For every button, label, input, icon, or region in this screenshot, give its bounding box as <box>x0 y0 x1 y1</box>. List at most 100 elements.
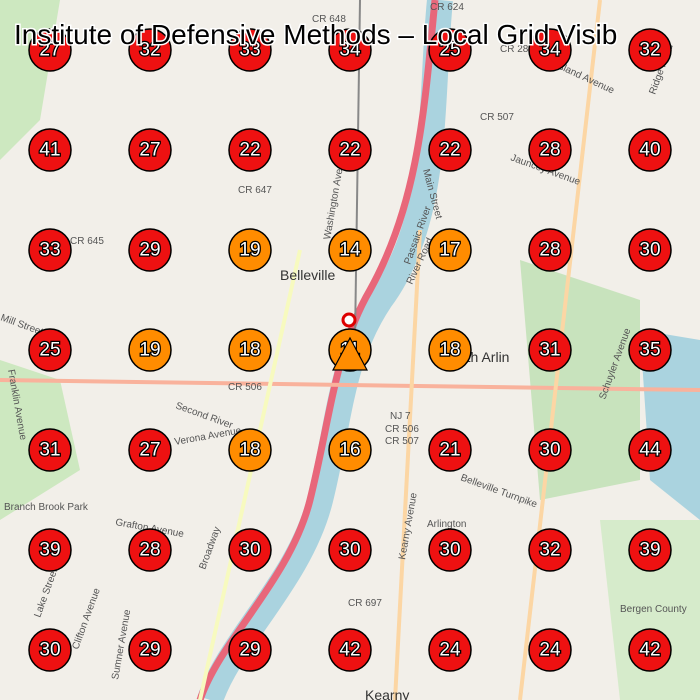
map-label: CR 648 <box>312 14 346 25</box>
map-label: CR 28 <box>500 44 529 55</box>
cell-value: 27 <box>39 40 60 61</box>
cell-value: 30 <box>339 540 360 561</box>
cell-value: 27 <box>139 140 160 161</box>
cell-value: 32 <box>139 40 160 61</box>
cell-value: 22 <box>339 140 360 161</box>
grid-cell <box>128 128 172 172</box>
grid-cell <box>428 528 472 572</box>
cell-value: 25 <box>439 40 460 61</box>
cell-value: 34 <box>339 40 361 61</box>
map-label: Branch Brook Park <box>4 502 89 513</box>
grid-cell <box>228 528 272 572</box>
cell-value: 21 <box>439 440 460 461</box>
grid-cell <box>628 128 672 172</box>
cell-value: 28 <box>139 540 160 561</box>
title: Institute of Defensive Methods – Local G… <box>14 19 617 50</box>
cell-value: 39 <box>639 540 660 561</box>
grid-cell <box>228 28 272 72</box>
grid-cell <box>228 328 272 372</box>
map-label: CR 697 <box>348 598 382 609</box>
cell-value: 30 <box>539 440 560 461</box>
map-label: CR 647 <box>238 185 272 196</box>
cell-value: 14 <box>339 240 361 261</box>
cell-value: 30 <box>639 240 660 261</box>
cell-value: 24 <box>539 640 561 661</box>
grid-cell <box>428 428 472 472</box>
map-label: CR 507 <box>385 436 419 447</box>
grid-cell <box>328 228 372 272</box>
road <box>198 249 302 700</box>
grid-cell <box>328 128 372 172</box>
cell-value: 25 <box>39 340 60 361</box>
map-label: Bergen County <box>620 604 687 615</box>
cell-value: 42 <box>339 640 360 661</box>
grid-cell <box>428 328 472 372</box>
grid-cell <box>28 228 72 272</box>
grid-cell <box>528 428 572 472</box>
cell-value: 30 <box>39 640 60 661</box>
cell-value: 39 <box>39 540 60 561</box>
grid-cell <box>328 28 372 72</box>
grid-cell <box>428 128 472 172</box>
cell-value: 24 <box>439 640 461 661</box>
grid-cell <box>128 528 172 572</box>
grid-cell <box>228 428 272 472</box>
grid-cell <box>628 28 672 72</box>
cell-value: 29 <box>139 640 160 661</box>
cell-value: 30 <box>239 540 260 561</box>
grid-cell <box>528 528 572 572</box>
cell-value: 33 <box>239 40 260 61</box>
cell-value: 19 <box>239 240 260 261</box>
grid-cell <box>28 628 72 672</box>
grid-cell <box>328 428 372 472</box>
map-label: CR 645 <box>70 236 104 247</box>
grid-cell <box>628 328 672 372</box>
grid-cell <box>628 228 672 272</box>
cell-value: 29 <box>239 640 260 661</box>
map-label: NJ 7 <box>390 411 411 422</box>
grid-cell <box>228 628 272 672</box>
grid-cell <box>28 28 72 72</box>
grid-cell <box>128 628 172 672</box>
cell-value: 29 <box>139 240 160 261</box>
cell-value: 31 <box>539 340 560 361</box>
cell-value: 34 <box>539 40 561 61</box>
grid-cell <box>328 628 372 672</box>
map-label: CR 507 <box>480 112 514 123</box>
cell-value: 28 <box>539 140 560 161</box>
cell-value: 28 <box>539 240 560 261</box>
grid-cell <box>228 128 272 172</box>
cell-value: 44 <box>639 440 661 461</box>
grid-cell <box>328 528 372 572</box>
highway <box>196 0 439 700</box>
cell-value: 27 <box>139 440 160 461</box>
grid-cell <box>528 128 572 172</box>
cell-value: 18 <box>239 440 260 461</box>
grid-cell <box>628 628 672 672</box>
grid-cell <box>128 428 172 472</box>
cell-value: 18 <box>239 340 260 361</box>
grid-cell <box>528 328 572 372</box>
cell-value: 19 <box>139 340 160 361</box>
grid-cell <box>428 628 472 672</box>
grid-cell <box>528 628 572 672</box>
cell-value: 30 <box>439 540 460 561</box>
grid-cell <box>228 228 272 272</box>
marsh <box>640 330 700 520</box>
road <box>393 229 422 700</box>
cell-value: 31 <box>39 440 60 461</box>
cell-value: 32 <box>539 540 560 561</box>
map-label: CR 506 <box>385 424 419 435</box>
map-label: CR 624 <box>430 2 464 13</box>
pin <box>341 312 357 328</box>
grid-cell <box>628 528 672 572</box>
cell-value: 16 <box>339 440 360 461</box>
map-label: Kearny <box>365 687 409 700</box>
park <box>600 520 700 700</box>
cell-value: 40 <box>639 140 660 161</box>
grid-cell <box>128 228 172 272</box>
map-label: Arlington <box>427 519 466 530</box>
grid-cell <box>528 228 572 272</box>
grid-cell <box>428 28 472 72</box>
